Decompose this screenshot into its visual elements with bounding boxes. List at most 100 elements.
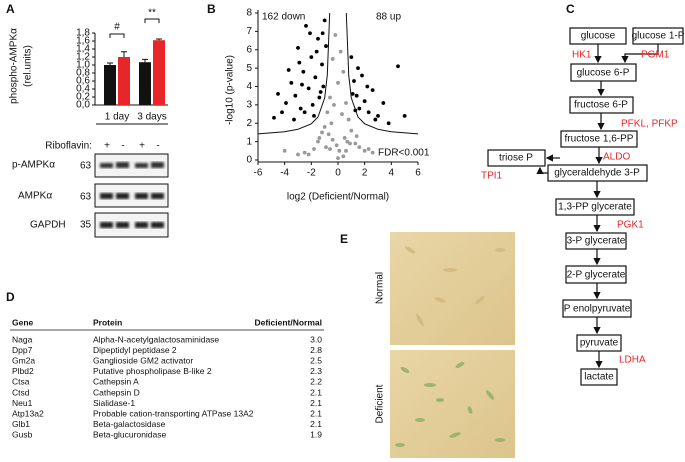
point xyxy=(402,114,407,118)
x-tick-label: -6 xyxy=(254,168,263,179)
node: fructose 6-P xyxy=(574,100,628,111)
point xyxy=(292,117,296,122)
y-tick-label: 8 xyxy=(246,8,252,19)
point xyxy=(349,128,354,133)
y-tick-label: 0,6 xyxy=(76,76,90,87)
point xyxy=(322,18,327,23)
point xyxy=(293,93,298,98)
node: glucose 1-P xyxy=(632,31,685,42)
point xyxy=(354,134,359,139)
point xyxy=(272,115,276,120)
node-box xyxy=(555,198,635,216)
point xyxy=(344,101,348,105)
point xyxy=(306,152,311,157)
bar xyxy=(104,65,116,105)
x-tick-label: 2 xyxy=(362,168,368,179)
table-cell: 2.1 xyxy=(310,398,322,408)
point xyxy=(336,156,340,161)
error-bar xyxy=(121,51,127,57)
point xyxy=(356,66,360,71)
significance-bracket xyxy=(144,18,160,23)
node: pyruvate xyxy=(580,338,619,349)
group-label: 3 days xyxy=(137,112,166,123)
y-tick-label: 1,8 xyxy=(76,28,90,39)
annotation: FDR<0.001 xyxy=(378,148,430,159)
point xyxy=(314,49,319,54)
point xyxy=(328,147,332,151)
point xyxy=(317,136,322,140)
table-cell: 3.0 xyxy=(310,334,322,344)
node: 2-P glycerate xyxy=(567,270,626,281)
point xyxy=(320,130,324,135)
point xyxy=(337,148,342,153)
table-cell: Naga xyxy=(12,334,33,344)
point xyxy=(349,55,354,59)
node: triose P xyxy=(499,153,533,164)
treatment: - xyxy=(156,141,159,152)
threshold-curve xyxy=(345,12,419,135)
point xyxy=(317,95,322,100)
micrographs: Normal Deficient xyxy=(375,232,515,458)
point xyxy=(396,64,400,69)
enzyme: ALDO xyxy=(603,152,630,163)
y-tick-label: 0 xyxy=(246,155,252,166)
enzyme: LDHA xyxy=(619,355,646,366)
point xyxy=(313,75,318,80)
y-axis-label: -log10 (p-value) xyxy=(225,55,236,125)
y-tick-label: 1,6 xyxy=(76,36,90,47)
node: 3-P glycerate xyxy=(567,236,626,247)
point xyxy=(340,112,344,116)
y-tick-label: 2 xyxy=(246,118,252,129)
pathway-diagram: glucose glucose 1-P glucose 6-P fructose… xyxy=(481,27,685,386)
stained-cells xyxy=(395,361,505,447)
point xyxy=(320,31,325,36)
node-box xyxy=(487,149,546,167)
point xyxy=(302,150,307,155)
table-cell: Probable cation-transporting ATPase 13A2 xyxy=(93,408,254,418)
y-axis-label: (rel.units) xyxy=(23,45,34,87)
point xyxy=(286,68,291,72)
table-cell: Neu1 xyxy=(12,398,33,408)
point xyxy=(322,125,327,129)
point xyxy=(309,55,314,59)
point xyxy=(341,69,346,74)
blot: GAPDH 35 xyxy=(30,212,169,238)
x-tick-label: -2 xyxy=(307,168,316,179)
table-cell: 2.1 xyxy=(310,408,322,418)
table-cell: 1.9 xyxy=(310,430,322,440)
point xyxy=(300,82,304,87)
micrograph xyxy=(390,350,515,458)
annotation: # xyxy=(114,22,120,33)
point xyxy=(330,137,335,142)
point xyxy=(342,136,347,140)
table-cell: Glb1 xyxy=(12,419,30,429)
point xyxy=(325,110,330,115)
node: lactate xyxy=(584,372,614,383)
x-tick-label: 0 xyxy=(335,168,341,179)
point xyxy=(296,46,300,50)
point xyxy=(334,143,339,148)
x-tick-label: 4 xyxy=(389,168,395,179)
point xyxy=(330,57,335,61)
table-cell: Cathepsin D xyxy=(93,387,140,397)
point xyxy=(306,86,311,91)
panel-label: D xyxy=(6,290,15,304)
table-cell: 2.3 xyxy=(310,366,322,376)
x-axis-label: log2 (Deficient/Normal) xyxy=(287,192,389,203)
node-box xyxy=(570,63,637,82)
panel-label: B xyxy=(207,2,216,16)
blot-mw: 35 xyxy=(80,220,92,231)
annotation: 88 up xyxy=(376,12,401,23)
table-cell: Gusb xyxy=(12,430,33,440)
point xyxy=(310,102,315,107)
enzyme: PGK1 xyxy=(617,220,644,231)
point xyxy=(360,73,364,78)
table-cell: 2.1 xyxy=(310,387,322,397)
point xyxy=(324,145,328,150)
annotation: 162 down xyxy=(262,12,305,23)
blot-label: p-AMPKα xyxy=(12,160,55,171)
node-box xyxy=(565,265,627,284)
node-box xyxy=(565,232,627,250)
panel-label: E xyxy=(340,232,348,246)
x-tick-label: -4 xyxy=(280,168,289,179)
